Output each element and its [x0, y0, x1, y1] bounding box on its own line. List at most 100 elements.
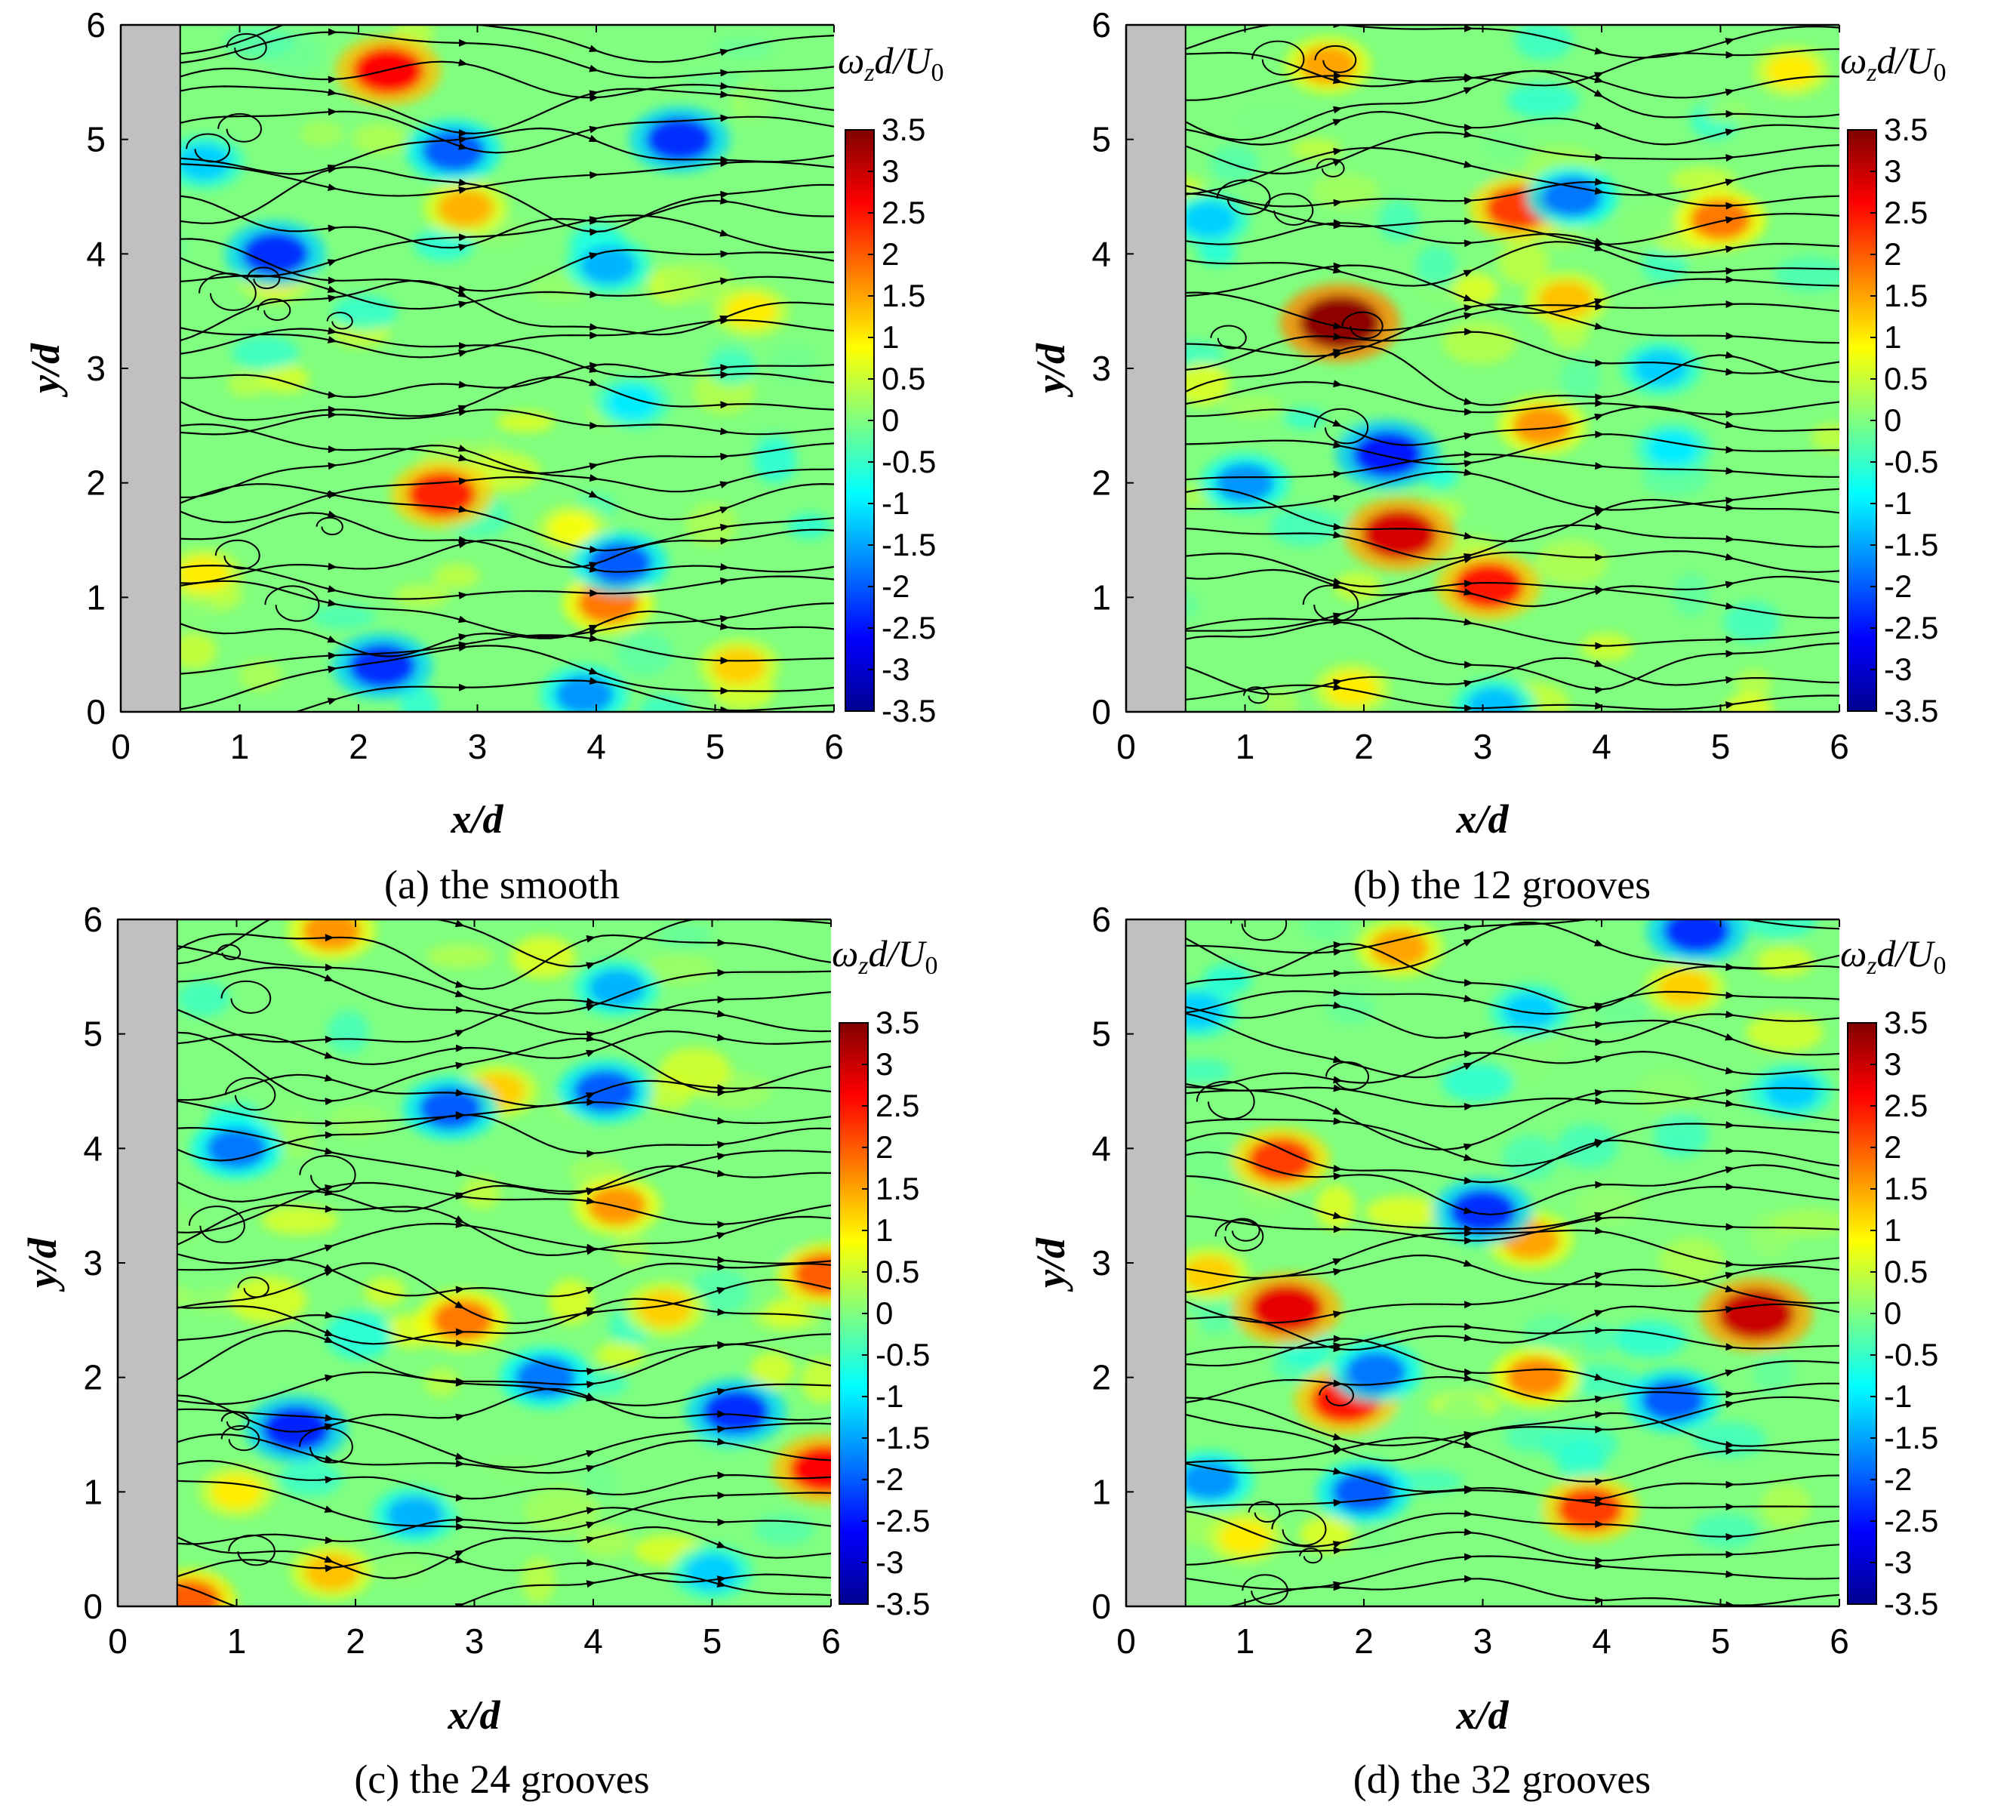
streamline-arrow: [458, 350, 468, 357]
streamline-arrow: [1725, 1089, 1735, 1097]
streamline-arrow: [717, 938, 727, 947]
streamline-arrow: [1594, 1373, 1605, 1381]
streamline-arrow: [1333, 1344, 1343, 1353]
streamline-arrow: [589, 667, 599, 675]
streamline-arrow: [1725, 1121, 1735, 1129]
panel-d-x-axis-label: x/d: [1455, 1692, 1509, 1738]
streamline-arrow: [325, 934, 334, 942]
colorbar-tick-label: -1: [1884, 1378, 1912, 1414]
streamline-arrow: [1725, 202, 1735, 210]
vorticity-patch: [260, 1206, 339, 1235]
streamline-arrow: [1333, 1225, 1343, 1233]
streamline-arrow: [719, 481, 730, 488]
vortex-core: [432, 1299, 494, 1341]
streamline-arrow: [586, 1092, 596, 1100]
y-tick-label: 0: [1091, 1587, 1111, 1626]
wake-swirl: [1302, 584, 1359, 622]
wake-swirl: [226, 32, 267, 60]
streamline-arrow: [1593, 939, 1604, 947]
vorticity-patch: [1557, 1439, 1605, 1484]
streamline-arrow: [1725, 580, 1735, 589]
vortex-core: [206, 1128, 267, 1169]
streamline-arrow: [1594, 187, 1605, 196]
vorticity-patch: [171, 633, 217, 670]
streamline-arrow: [327, 165, 337, 172]
streamline-arrow: [589, 331, 599, 340]
vortex-core: [1467, 687, 1522, 712]
vortex-core: [645, 117, 713, 162]
vortex-core: [178, 557, 230, 592]
y-tick-label: 3: [86, 349, 106, 388]
streamline-arrow: [1595, 153, 1605, 162]
streamline-arrow: [1594, 1478, 1605, 1486]
streamline-arrow: [586, 1535, 596, 1544]
vorticity-patch: [279, 1461, 342, 1496]
vorticity-patch: [1291, 138, 1341, 160]
vortex-core: [1538, 281, 1594, 319]
vortex-core: [304, 1554, 359, 1591]
streamline-arrow: [458, 641, 469, 649]
streamline-arrow: [325, 1131, 334, 1139]
vorticity-patch: [1723, 693, 1774, 712]
bluff-body: [120, 24, 181, 713]
vorticity-patch: [579, 1525, 633, 1558]
streamline-arrow: [1594, 1097, 1605, 1105]
streamline-arrow: [1725, 154, 1735, 162]
streamline-arrow: [455, 1413, 465, 1421]
streamline-arrow: [1725, 649, 1735, 657]
vortex-core: [637, 1290, 692, 1327]
vorticity-patch: [713, 35, 774, 60]
streamline-arrow: [1333, 351, 1343, 359]
streamline-arrow: [1725, 701, 1735, 710]
streamline-arrow: [720, 452, 730, 460]
vorticity-patch: [615, 631, 673, 676]
vorticity-patch: [549, 1279, 594, 1325]
vorticity-patch: [426, 944, 495, 969]
streamline: [177, 919, 831, 968]
vorticity-patch: [393, 584, 451, 608]
vortex-core: [548, 512, 597, 546]
streamline-arrow: [325, 1476, 334, 1484]
streamline-arrow: [455, 1339, 466, 1347]
colorbar-tick-label: 2: [876, 1129, 893, 1165]
streamline-arrow: [586, 1150, 596, 1158]
streamlines: [1185, 25, 1839, 712]
streamline-arrow: [717, 1116, 727, 1125]
streamline-arrow: [1594, 1227, 1605, 1235]
y-tick-label: 6: [83, 900, 103, 939]
streamline-arrow: [1594, 660, 1605, 667]
streamline-arrow: [586, 1367, 596, 1375]
colorbar-tick-label: -2: [1884, 568, 1912, 604]
streamline-arrow: [717, 1518, 727, 1526]
streamline-arrow: [1464, 328, 1474, 336]
streamline-arrow: [1332, 419, 1343, 427]
bluff-body: [1125, 919, 1187, 1607]
streamline-arrow: [720, 577, 730, 585]
streamline-arrow: [458, 380, 469, 389]
streamline-arrow: [719, 48, 730, 57]
vortex-core: [573, 1070, 637, 1113]
streamline-arrow: [1463, 1259, 1473, 1267]
streamline-arrow: [1464, 451, 1474, 459]
streamline-arrow: [324, 1505, 334, 1513]
streamline-arrow: [1333, 941, 1343, 949]
streamline-arrow: [1594, 1395, 1605, 1403]
streamline-arrow: [717, 1410, 727, 1418]
streamline-arrow: [459, 683, 469, 691]
streamline-arrow: [589, 474, 599, 482]
x-tick-label: 1: [230, 727, 250, 766]
streamline-arrow: [328, 391, 337, 399]
streamline-arrow: [1464, 312, 1473, 320]
streamline-arrow: [455, 1061, 466, 1070]
streamline-arrow: [586, 1488, 596, 1496]
streamline-arrow: [1595, 399, 1605, 408]
streamline-arrow: [325, 1455, 334, 1463]
vorticity-patch: [433, 563, 480, 589]
wake-swirl: [224, 1076, 276, 1111]
streamline-arrow: [454, 1603, 465, 1606]
colorbar-tick-label: 3.5: [1884, 1005, 1928, 1040]
streamline-arrow: [455, 1515, 466, 1523]
streamline-arrow: [458, 477, 469, 485]
colorbar-tick-label: -1.5: [1884, 1420, 1938, 1455]
